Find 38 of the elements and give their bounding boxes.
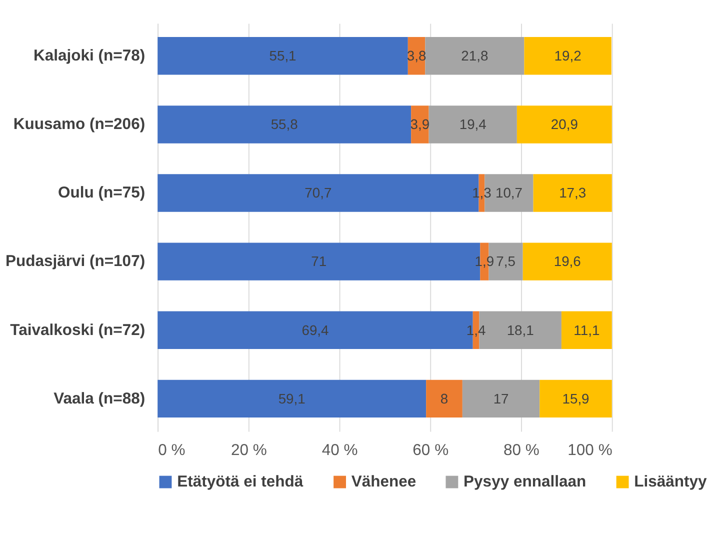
data-label: 19,6 — [554, 253, 582, 270]
data-label: 20,9 — [550, 116, 578, 132]
y-tick-label: Oulu (n=75) — [58, 184, 146, 202]
data-label: 18,1 — [506, 322, 534, 338]
legend-label: Pysyy ennallaan — [464, 474, 586, 491]
data-label: 17,3 — [559, 184, 586, 201]
data-label: 17 — [493, 390, 510, 406]
legend-label: Etätyötä ei tehdä — [177, 474, 304, 491]
data-label: 1,9 — [474, 253, 494, 270]
data-label: 70,7 — [304, 184, 332, 201]
x-tick-label: 20 % — [230, 442, 267, 459]
x-tick-label: 40 % — [322, 442, 358, 459]
legend-label: Vähenee — [351, 474, 416, 491]
y-tick-label: Taivalkoski (n=72) — [10, 322, 146, 339]
legend-label: Lisääntyy — [634, 474, 708, 491]
data-label: 8 — [440, 390, 448, 406]
y-tick-label: Pudasjärvi (n=107) — [5, 253, 146, 270]
x-tick-label: 0 % — [158, 442, 186, 459]
data-label: 10,7 — [495, 184, 523, 201]
data-label: 71 — [311, 253, 327, 270]
x-tick-label: 100 % — [568, 442, 612, 459]
x-tick-label: 80 % — [504, 442, 540, 459]
y-tick-label: Kalajoki (n=78) — [33, 48, 146, 65]
x-tick-label: 60 % — [412, 442, 449, 459]
data-label: 55,1 — [269, 48, 297, 64]
data-label: 11,1 — [574, 322, 600, 338]
data-label: 19,4 — [459, 116, 487, 132]
data-label: 1,3 — [472, 184, 492, 201]
data-label: 15,9 — [562, 390, 590, 406]
y-tick-label: Vaala (n=88) — [54, 390, 146, 408]
y-tick-label: Kuusamo (n=206) — [13, 116, 146, 134]
data-label: 55,8 — [270, 116, 298, 132]
data-label: 7,5 — [496, 253, 516, 270]
data-label: 1,4 — [466, 322, 486, 338]
data-label: 59,1 — [278, 390, 306, 406]
data-label: 21,8 — [461, 48, 488, 64]
data-label: 69,4 — [302, 322, 330, 338]
data-label: 19,2 — [554, 48, 582, 64]
